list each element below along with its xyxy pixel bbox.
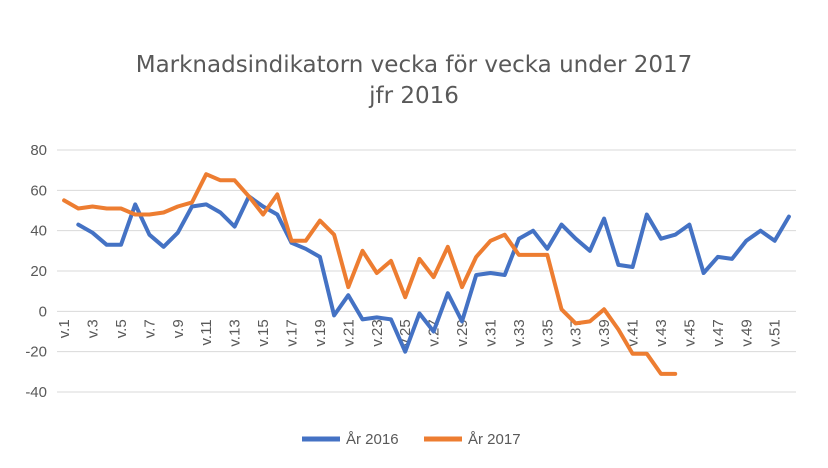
x-tick-label: v.31 [482,319,499,346]
y-tick-label: 20 [30,263,47,280]
x-tick-label: v.45 [681,319,698,346]
x-tick-label: v.3 [85,319,102,338]
x-tick-label: v.49 [738,319,755,346]
x-tick-label: v.7 [141,319,158,338]
y-axis: -40 -20 0 20 40 60 80 [25,142,47,401]
series-lines [62,172,791,376]
x-tick-label: v.19 [312,319,329,346]
y-tick-label: 0 [39,303,47,320]
x-tick-label: v.21 [340,319,357,346]
x-tick-label: v.35 [539,319,556,346]
x-tick-label: v.33 [511,319,528,346]
x-tick-label: v.5 [113,319,130,338]
y-tick-label: 80 [30,142,47,159]
x-tick-label: v.47 [710,319,727,346]
x-tick-label: v.13 [227,319,244,346]
chart-title: Marknadsindikatorn vecka för vecka under… [0,50,828,112]
x-tick-label: v.15 [255,319,272,346]
y-tick-label: 60 [30,182,47,199]
x-tick-label: v.39 [596,319,613,346]
legend-label-ar-2016: År 2016 [346,431,399,448]
x-tick-label: v.17 [283,319,300,346]
legend: År 2016 År 2017 [302,431,521,448]
x-tick-label: v.41 [625,319,642,346]
chart-title-line-2: jfr 2016 [369,83,459,109]
x-tick-label: v.37 [568,319,585,346]
x-tick-label: v.51 [767,319,784,346]
x-axis: v.1 v.3 v.5 v.7 v.9 v.11 v.13 v.15 v.17 v.19 v.21 v… [56,319,784,346]
chart-title-line-1: Marknadsindikatorn vecka för vecka under… [135,52,693,78]
x-tick-label: v.1 [56,319,73,338]
x-tick-label: v.29 [454,319,471,346]
x-tick-label: v.11 [198,319,215,345]
legend-label-ar-2017: År 2017 [468,431,521,448]
y-tick-label: 40 [30,223,47,240]
y-tick-label: -40 [25,384,47,401]
series-line-ar-2016 [76,194,791,354]
x-tick-label: v.43 [653,319,670,346]
x-tick-label: v.9 [170,319,187,338]
y-tick-label: -20 [25,344,47,361]
x-tick-label: v.23 [369,319,386,346]
series-line-ar-2017 [62,172,678,376]
